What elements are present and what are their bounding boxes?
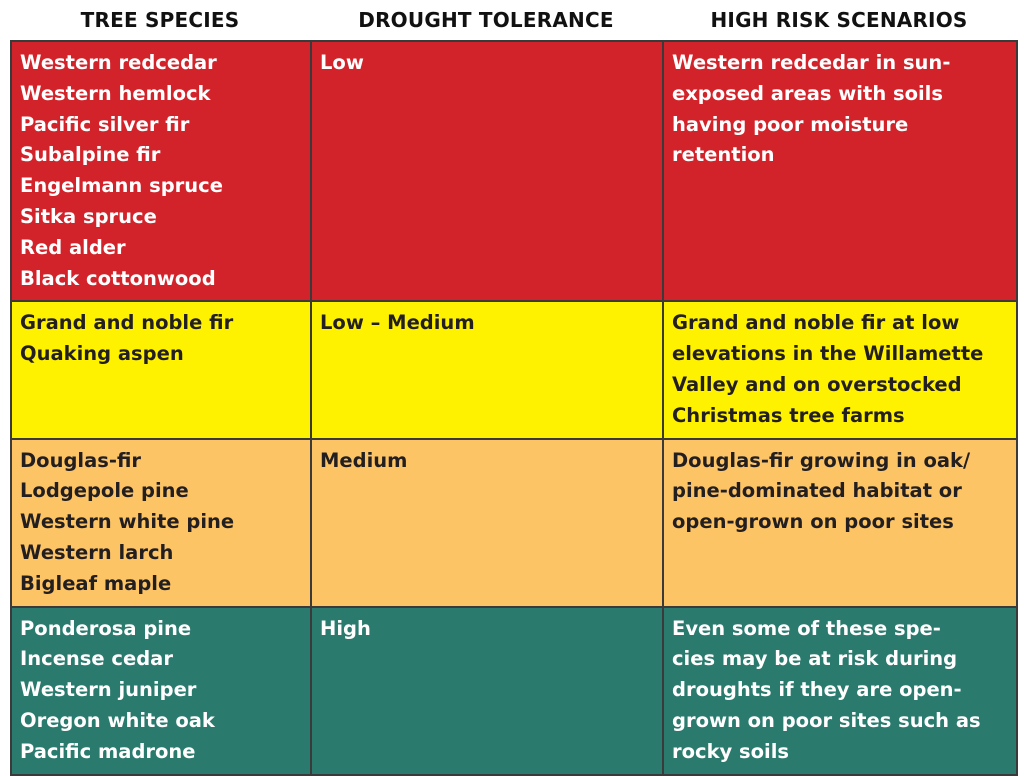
- table-row-high: Ponderosa pine Incense cedar Western jun…: [10, 605, 1018, 776]
- tolerance-level: High: [320, 616, 371, 640]
- tolerance-level: Medium: [320, 448, 408, 472]
- species-name: Pacific silver fir: [20, 112, 190, 136]
- species-name: Douglas-fir: [20, 448, 142, 472]
- risk-text-line: grown on poor sites such as: [672, 708, 981, 732]
- species-name: Incense cedar: [20, 647, 173, 671]
- risk-cell: Even some of these spe- cies may be at r…: [662, 605, 1018, 776]
- species-name: Ponderosa pine: [20, 616, 192, 640]
- risk-text-line: Grand and noble fir at low: [672, 311, 960, 335]
- risk-text-line: Douglas-fir growing in oak/: [672, 448, 971, 472]
- risk-cell: Western redcedar in sun- exposed areas w…: [662, 39, 1018, 303]
- species-name: Subalpine fir: [20, 143, 161, 167]
- risk-cell: Grand and noble fir at low elevations in…: [662, 300, 1018, 440]
- species-name: Bigleaf maple: [20, 571, 172, 595]
- risk-text-line: Western redcedar in sun-: [672, 51, 951, 74]
- risk-text-line: elevations in the Willamette: [672, 342, 984, 366]
- risk-text-line: exposed areas with soils: [672, 81, 943, 105]
- table-row-low-medium: Grand and noble fir Quaking aspen Low – …: [10, 300, 1018, 440]
- risk-text-line: having poor moisture: [672, 112, 909, 136]
- species-name: Western hemlock: [20, 81, 211, 105]
- tolerance-cell: Low: [310, 39, 664, 303]
- risk-text-line: droughts if they are open-: [672, 678, 962, 702]
- drought-tolerance-table: Western redcedar Western hemlock Pacific…: [10, 39, 1018, 776]
- table-row-low: Western redcedar Western hemlock Pacific…: [10, 39, 1018, 303]
- species-name: Sitka spruce: [20, 204, 157, 228]
- risk-text-line: pine-dominated habitat or: [672, 479, 962, 503]
- header-tree-species: TREE SPECIES: [80, 8, 240, 32]
- tolerance-level: Low – Medium: [320, 311, 475, 335]
- drought-tolerance-table-page: TREE SPECIES DROUGHT TOLERANCE HIGH RISK…: [10, 0, 1018, 776]
- species-name: Engelmann spruce: [20, 174, 223, 198]
- species-name: Red alder: [20, 235, 126, 259]
- species-name: Lodgepole pine: [20, 479, 189, 503]
- tolerance-cell: Low – Medium: [310, 300, 664, 440]
- species-cell: Ponderosa pine Incense cedar Western jun…: [10, 605, 312, 776]
- table-header: TREE SPECIES DROUGHT TOLERANCE HIGH RISK…: [10, 0, 1016, 40]
- tolerance-level: Low: [320, 51, 364, 74]
- species-name: Oregon white oak: [20, 708, 215, 732]
- species-cell: Western redcedar Western hemlock Pacific…: [10, 39, 312, 303]
- risk-text-line: Christmas tree farms: [672, 403, 905, 427]
- risk-text-line: open-grown on poor sites: [672, 510, 954, 534]
- species-name: Western juniper: [20, 678, 197, 702]
- table-row-medium: Douglas-fir Lodgepole pine Western white…: [10, 437, 1018, 608]
- species-name: Quaking aspen: [20, 342, 184, 366]
- risk-text-line: Even some of these spe-: [672, 616, 941, 640]
- species-cell: Douglas-fir Lodgepole pine Western white…: [10, 437, 312, 608]
- risk-text-line: retention: [672, 143, 775, 167]
- species-name: Pacific madrone: [20, 739, 196, 763]
- species-name: Grand and noble fir: [20, 311, 234, 335]
- risk-cell: Douglas-fir growing in oak/ pine-dominat…: [662, 437, 1018, 608]
- species-name: Western larch: [20, 540, 174, 564]
- species-name: Black cottonwood: [20, 266, 216, 290]
- risk-text-line: cies may be at risk during: [672, 647, 958, 671]
- risk-text-line: Valley and on overstocked: [672, 372, 962, 396]
- header-high-risk-scenarios: HIGH RISK SCENARIOS: [710, 8, 968, 32]
- risk-text-line: rocky soils: [672, 739, 790, 763]
- tolerance-cell: High: [310, 605, 664, 776]
- header-drought-tolerance: DROUGHT TOLERANCE: [358, 8, 614, 32]
- species-name: Western white pine: [20, 510, 235, 534]
- species-name: Western redcedar: [20, 51, 217, 74]
- tolerance-cell: Medium: [310, 437, 664, 608]
- species-cell: Grand and noble fir Quaking aspen: [10, 300, 312, 440]
